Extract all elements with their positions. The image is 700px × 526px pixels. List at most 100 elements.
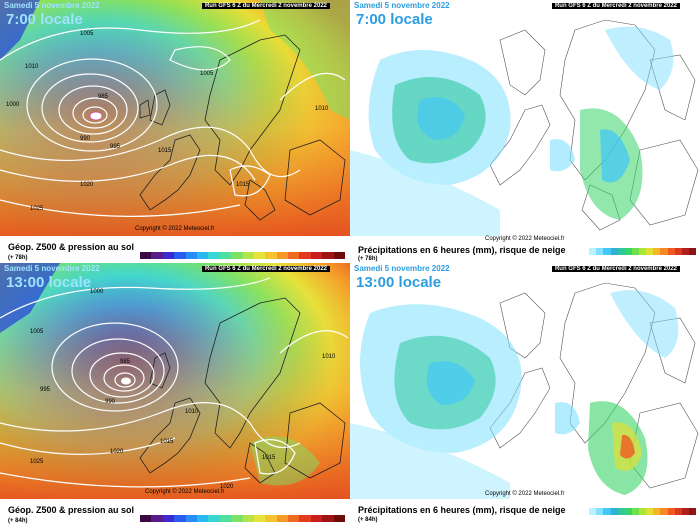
map-local-time: 7:00 locale xyxy=(6,11,83,28)
map-local-time: 7:00 locale xyxy=(356,11,433,28)
map-local-time: 13:00 locale xyxy=(356,274,442,291)
color-scale-swatch xyxy=(242,252,254,259)
map-footer: Précipitations en 6 heures (mm), risque … xyxy=(350,243,700,263)
isobar-label: 985 xyxy=(98,94,109,100)
panel-precipitation-84h: Samedi 5 novembre 2022 13:00 locale Run … xyxy=(350,263,700,526)
color-scale-swatch xyxy=(617,248,625,255)
color-scale-swatch xyxy=(681,248,689,255)
color-scale-bar xyxy=(140,515,346,522)
map-variable-label: Géop. Z500 & pression au sol xyxy=(8,505,135,515)
forecast-lead-time: (+ 84h) xyxy=(358,517,378,523)
color-scale-swatch xyxy=(688,248,696,255)
panel-geopotential-84h: 1000 1005 985 990 995 1010 1015 1020 102… xyxy=(0,263,350,526)
color-scale-swatch xyxy=(174,252,186,259)
color-scale-swatch xyxy=(631,508,639,515)
color-scale-swatch xyxy=(265,252,277,259)
color-scale-swatch xyxy=(322,252,334,259)
color-scale-swatch xyxy=(322,515,334,522)
color-scale-swatch xyxy=(631,248,639,255)
isobar-label: 1005 xyxy=(200,71,214,77)
color-scale-swatch xyxy=(185,252,197,259)
color-scale-swatch xyxy=(639,508,647,515)
color-scale-swatch xyxy=(276,252,289,259)
map-footer: Précipitations en 6 heures (mm), risque … xyxy=(350,499,700,526)
color-scale-swatch xyxy=(603,508,611,515)
color-scale-swatch xyxy=(299,515,311,522)
color-scale-swatch xyxy=(310,515,323,522)
color-scale-swatch xyxy=(151,252,163,259)
color-scale-swatch xyxy=(660,248,668,255)
isobar-label: 1010 xyxy=(315,106,329,112)
geopotential-map-84h: 1000 1005 985 990 995 1010 1015 1020 102… xyxy=(0,263,350,499)
model-run-label: Run GFS 6 Z du Mercredi 2 novembre 2022 xyxy=(201,3,330,9)
color-scale-swatch xyxy=(196,515,209,522)
geopotential-map-78h: 1005 1010 985 990 995 1000 1015 1020 102… xyxy=(0,0,350,236)
color-scale-swatch xyxy=(231,252,243,259)
color-scale-swatch xyxy=(624,248,632,255)
isobar-label: 1025 xyxy=(30,459,44,465)
isobar-label: 1015 xyxy=(160,439,174,445)
color-scale-swatch xyxy=(582,248,590,255)
color-scale-swatch xyxy=(242,515,254,522)
color-scale-swatch xyxy=(653,508,661,515)
forecast-lead-time: (+ 78h) xyxy=(358,256,378,262)
color-scale-bar xyxy=(582,248,696,255)
isobar-label: 995 xyxy=(40,387,51,393)
color-scale-swatch xyxy=(624,508,632,515)
color-scale-swatch xyxy=(589,248,597,255)
color-scale-swatch xyxy=(310,252,323,259)
color-scale-bar xyxy=(140,252,346,259)
isobar-label: 1010 xyxy=(185,409,199,415)
color-scale-swatch xyxy=(299,252,311,259)
panel-geopotential-78h: 1005 1010 985 990 995 1000 1015 1020 102… xyxy=(0,0,350,263)
color-scale-swatch xyxy=(674,248,682,255)
forecast-lead-time: (+ 78h) xyxy=(8,255,28,261)
color-scale-swatch xyxy=(196,252,209,259)
color-scale-swatch xyxy=(253,515,266,522)
isobar-label: 1015 xyxy=(158,148,172,154)
model-run-label: Run GFS 6 Z du Mercredi 2 novembre 2022 xyxy=(201,266,330,272)
copyright: Copyright © 2022 Meteociel.fr xyxy=(145,489,225,495)
isobar-label: 1000 xyxy=(90,289,104,295)
color-scale-swatch xyxy=(162,515,175,522)
color-scale-swatch xyxy=(646,248,654,255)
forecast-lead-time: (+ 84h) xyxy=(8,518,28,524)
isobar-label: 985 xyxy=(120,359,131,365)
color-scale-swatch xyxy=(219,515,232,522)
isobar-label: 1005 xyxy=(30,329,44,335)
color-scale-swatch xyxy=(219,252,232,259)
color-scale-swatch xyxy=(162,252,175,259)
color-scale-swatch xyxy=(617,508,625,515)
color-scale-swatch xyxy=(674,508,682,515)
map-footer: Géop. Z500 & pression au sol (+ 78h) xyxy=(0,236,350,263)
color-scale-swatch xyxy=(596,248,604,255)
color-scale-swatch xyxy=(288,515,300,522)
color-scale-swatch xyxy=(653,248,661,255)
color-scale-swatch xyxy=(660,508,668,515)
isobar-label: 990 xyxy=(105,399,116,405)
color-scale-swatch xyxy=(208,252,220,259)
color-scale-swatch xyxy=(276,515,289,522)
isobar-label: 1015 xyxy=(236,182,250,188)
color-scale-swatch xyxy=(174,515,186,522)
isobar-label: 1000 xyxy=(6,102,20,108)
color-scale-swatch xyxy=(253,252,266,259)
map-date-title: Samedi 5 novembre 2022 xyxy=(4,264,100,273)
copyright: Copyright © 2022 Meteociel.fr xyxy=(135,226,215,232)
map-variable-label: Précipitations en 6 heures (mm), risque … xyxy=(358,245,566,255)
color-scale-swatch xyxy=(333,515,346,522)
map-variable-label: Géop. Z500 & pression au sol xyxy=(8,242,135,252)
color-scale-swatch xyxy=(265,515,277,522)
copyright: Copyright © 2022 Meteociel.fr xyxy=(485,236,565,242)
color-scale-swatch xyxy=(231,515,243,522)
isobar-label: 1015 xyxy=(262,455,276,461)
color-scale-swatch xyxy=(151,515,163,522)
color-scale-swatch xyxy=(639,248,647,255)
map-local-time: 13:00 locale xyxy=(6,274,92,291)
color-scale-swatch xyxy=(610,248,618,255)
color-scale-swatch xyxy=(333,252,346,259)
model-run-label: Run GFS 6 Z du Mercredi 2 novembre 2022 xyxy=(551,266,680,272)
color-scale-swatch xyxy=(288,252,300,259)
map-date-title: Samedi 5 novembre 2022 xyxy=(4,1,100,10)
isobar-label: 990 xyxy=(80,136,91,142)
